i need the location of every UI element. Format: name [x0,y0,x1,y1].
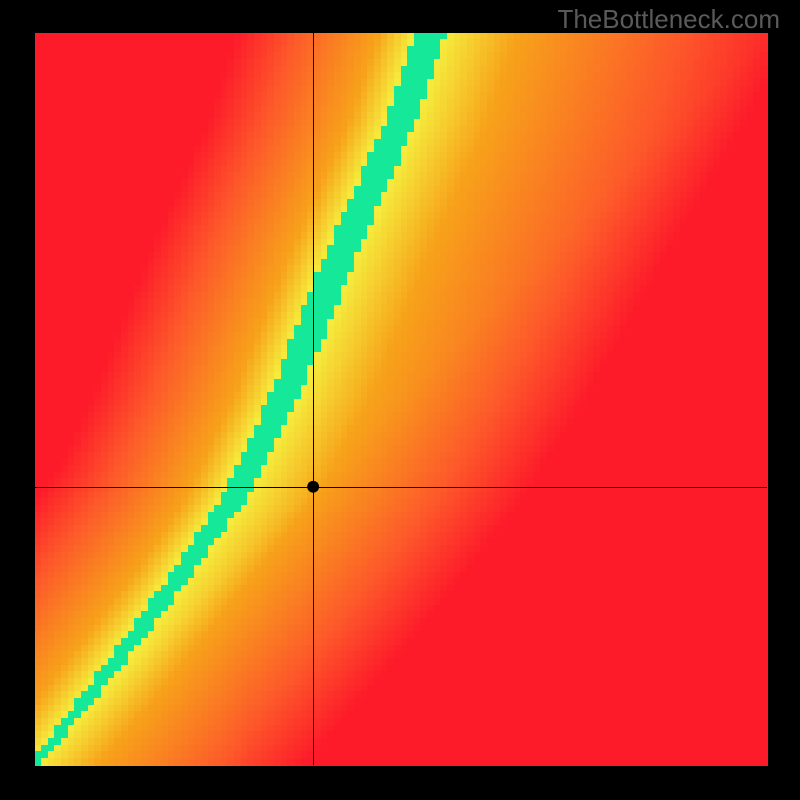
bottleneck-heatmap [0,0,800,800]
watermark-text: TheBottleneck.com [557,4,780,35]
chart-container: TheBottleneck.com [0,0,800,800]
